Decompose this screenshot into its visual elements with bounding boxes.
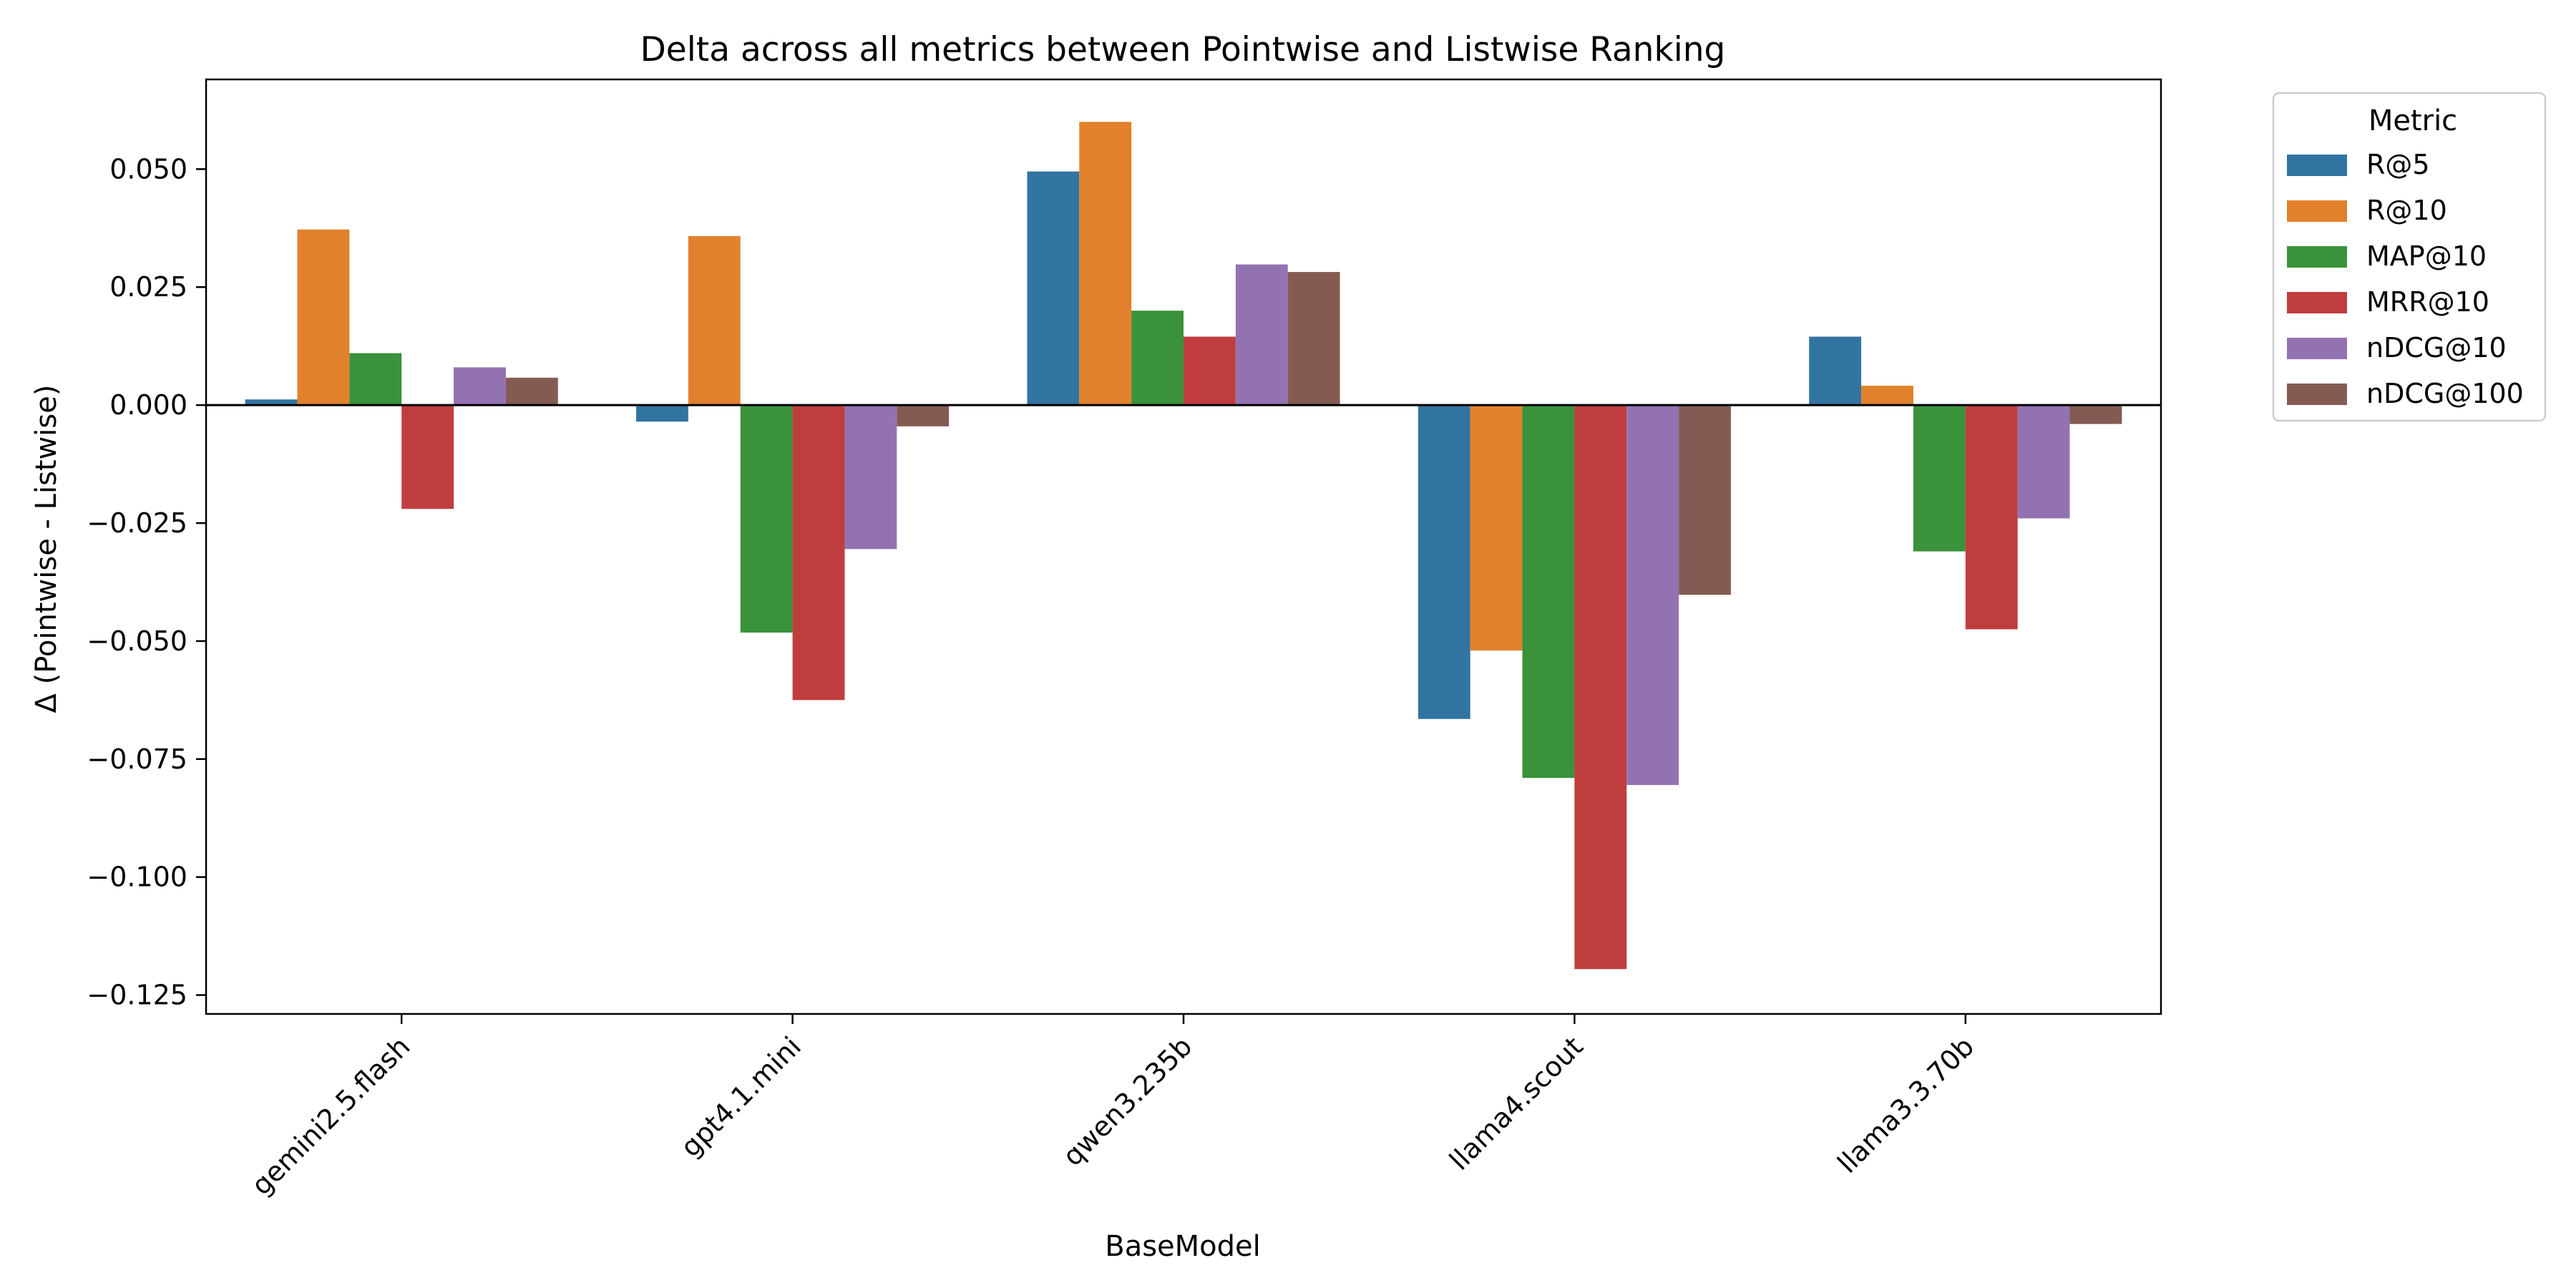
bar [688,235,741,406]
legend-label: nDCG@100 [2366,378,2524,409]
bar [245,399,298,406]
bar [1079,122,1132,406]
legend-swatch [2287,246,2347,268]
x-tick-label: gpt4.1.mini [675,1030,807,1163]
legend-swatch [2287,155,2347,176]
y-axis: 0.050 0.025 0.000 −0.025 −0.050 −0.075 −0.100 −… [87,153,206,1011]
y-tick-label: −0.025 [87,507,187,539]
bar [1235,264,1288,406]
bar [1965,405,2018,630]
bar [1679,405,1731,595]
bar [1861,386,1913,406]
bar [1287,272,1340,406]
bar [401,405,454,509]
x-tick-label: llama3.3.70b [1831,1030,1980,1179]
legend: Metric R@5 R@10 MAP@10 MRR@10 nDCG@10 nDCG@10… [2272,92,2547,422]
legend-label: MAP@10 [2366,240,2487,272]
x-tick-label: gemini2.5.flash [245,1030,416,1201]
bar [1131,311,1184,406]
legend-label: nDCG@10 [2366,332,2507,364]
legend-label: MRR@10 [2366,286,2489,318]
bar [1809,336,1862,406]
bar [1522,405,1575,779]
bar [1626,405,1679,786]
bar [1184,336,1236,406]
bar [636,405,688,422]
legend-items: R@5 R@10 MAP@10 MRR@10 nDCG@10 nDCG@100 [2287,149,2524,409]
legend-label: R@5 [2366,149,2430,180]
legend-swatch [2287,292,2347,313]
x-tick-label: qwen3.235b [1057,1030,1199,1172]
legend-label: R@10 [2366,195,2447,226]
y-tick-label: −0.125 [87,980,187,1011]
y-tick-label: 0.025 [109,271,187,303]
bar [1418,405,1470,719]
y-tick-label: 0.000 [109,389,187,421]
bar [792,405,845,701]
bar [897,405,950,426]
bar [2069,405,2122,424]
bar [454,367,506,406]
bar [505,377,558,406]
plot-frame [205,78,2162,1015]
legend-swatch [2287,200,2347,222]
bar [2017,405,2070,519]
y-tick-label: −0.075 [87,743,187,775]
legend-swatch [2287,384,2347,405]
bar [844,405,897,550]
y-tick-label: 0.050 [109,153,187,185]
x-tick-label: llama4.scout [1443,1030,1589,1176]
x-axis: gemini2.5.flash gpt4.1.mini qwen3.235b llam… [245,1014,1980,1201]
bar [1470,405,1523,651]
chart-title: Delta across all metrics between Pointwi… [640,30,1726,69]
bar [297,229,350,406]
bar [349,353,402,406]
x-axis-label: BaseModel [1105,1230,1261,1263]
y-axis-label: Δ (Pointwise - Listwise) [30,385,63,713]
bars [245,122,2122,970]
bar [1574,405,1627,970]
legend-title: Metric [2368,104,2457,137]
bar [1913,405,1966,552]
y-tick-label: −0.100 [87,862,187,893]
y-tick-label: −0.050 [87,625,187,657]
bar [740,405,793,633]
legend-swatch [2287,338,2347,359]
bar [1027,171,1080,406]
